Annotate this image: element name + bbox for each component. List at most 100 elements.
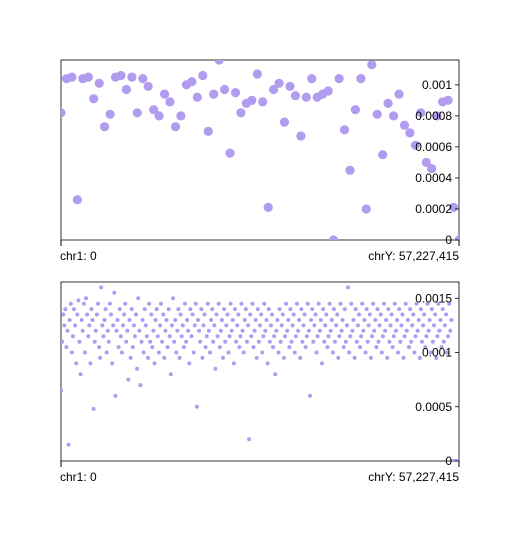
data-point xyxy=(214,312,219,317)
data-point xyxy=(99,285,104,290)
data-point xyxy=(142,307,147,312)
data-point xyxy=(310,307,315,312)
data-point xyxy=(388,323,393,328)
data-point xyxy=(281,355,286,360)
data-point xyxy=(123,301,128,306)
data-point xyxy=(279,117,290,127)
data-point xyxy=(404,328,409,333)
data-point xyxy=(438,318,443,322)
data-point xyxy=(79,318,84,322)
data-point xyxy=(395,318,399,322)
data-point xyxy=(320,361,324,366)
data-point xyxy=(171,296,175,301)
plot-frame xyxy=(60,281,460,462)
data-point xyxy=(130,345,135,350)
data-point xyxy=(61,108,66,118)
data-point xyxy=(64,345,69,350)
data-point xyxy=(91,406,96,411)
data-point xyxy=(443,95,453,105)
data-point xyxy=(347,350,352,355)
data-point xyxy=(318,318,323,322)
data-point xyxy=(311,339,316,344)
data-point xyxy=(343,339,348,344)
data-point xyxy=(376,339,381,344)
data-point xyxy=(408,307,413,312)
data-point xyxy=(440,307,445,312)
data-point xyxy=(241,350,246,355)
data-point xyxy=(211,339,216,344)
data-point xyxy=(375,307,380,312)
data-point xyxy=(394,89,404,99)
data-point xyxy=(131,323,136,328)
data-point xyxy=(373,318,378,322)
data-point xyxy=(326,334,331,339)
data-point xyxy=(338,301,343,306)
data-point xyxy=(160,89,170,99)
data-point xyxy=(69,350,74,355)
data-point xyxy=(62,323,67,328)
data-point xyxy=(420,339,424,344)
x-range-start-label: chr1: 0 xyxy=(60,249,97,263)
data-point xyxy=(372,109,382,119)
data-point xyxy=(93,328,98,333)
data-point xyxy=(148,339,153,344)
data-point xyxy=(377,323,382,328)
data-point xyxy=(127,318,132,322)
data-point xyxy=(336,355,341,360)
data-point xyxy=(437,328,442,333)
data-point xyxy=(237,345,242,350)
data-point xyxy=(89,307,94,312)
data-point xyxy=(124,339,129,344)
data-point xyxy=(280,312,285,317)
data-point xyxy=(314,350,319,355)
data-point xyxy=(425,301,430,306)
data-point xyxy=(143,323,148,328)
data-point xyxy=(239,301,244,306)
data-point xyxy=(238,334,243,339)
data-point xyxy=(252,69,262,79)
data-point xyxy=(170,122,181,132)
data-point xyxy=(363,350,368,355)
data-point xyxy=(225,148,235,158)
data-point xyxy=(141,350,146,355)
data-point xyxy=(378,150,388,160)
data-point xyxy=(223,339,228,344)
data-point xyxy=(201,323,206,328)
data-point xyxy=(105,328,110,333)
data-point xyxy=(74,361,79,366)
data-point xyxy=(337,334,342,339)
data-point xyxy=(219,318,224,322)
data-point xyxy=(191,350,196,355)
data-point xyxy=(196,318,200,322)
data-point xyxy=(213,366,218,371)
data-point xyxy=(162,355,167,360)
data-point xyxy=(296,131,306,141)
data-point xyxy=(240,328,245,333)
data-point xyxy=(272,334,277,339)
data-point xyxy=(203,345,208,350)
data-point xyxy=(177,355,182,360)
data-point xyxy=(350,105,360,115)
data-point xyxy=(400,312,405,317)
data-point xyxy=(87,323,92,328)
data-point xyxy=(106,339,111,344)
data-point xyxy=(396,350,401,355)
data-point xyxy=(352,355,357,360)
data-point xyxy=(122,312,127,317)
data-point xyxy=(217,345,222,350)
data-point xyxy=(366,323,371,328)
data-point xyxy=(154,307,159,312)
data-point xyxy=(76,298,81,303)
data-point xyxy=(278,339,283,344)
data-point xyxy=(348,334,353,339)
data-point xyxy=(173,318,178,322)
data-point xyxy=(356,74,366,84)
data-point xyxy=(256,339,261,344)
data-point xyxy=(139,339,144,344)
data-point xyxy=(86,334,91,339)
data-point xyxy=(255,307,260,312)
data-point xyxy=(68,301,73,306)
data-point xyxy=(349,301,354,306)
data-point xyxy=(152,361,157,366)
data-point xyxy=(346,285,351,290)
